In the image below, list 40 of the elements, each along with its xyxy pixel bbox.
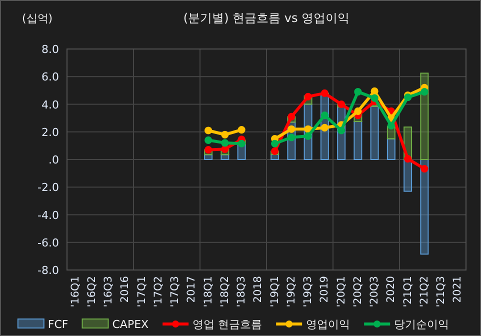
x-tick-label: 2020: [385, 276, 398, 303]
x-tick-label: '17Q3: [169, 276, 182, 308]
y-axis-title: (십억): [22, 12, 53, 25]
legend-label: FCF: [48, 318, 68, 331]
x-tick-label: '21Q2: [418, 276, 430, 308]
x-tick-label: '19Q1: [268, 276, 281, 308]
x-tick-label: '16Q1: [69, 276, 82, 308]
y-tick-label: 6.0: [42, 70, 59, 84]
x-tick-label: '17Q2: [152, 276, 164, 308]
legend-label: 당기순이익: [394, 318, 450, 331]
x-tick-label: 2017: [186, 276, 198, 303]
x-tick-label: '20Q3: [368, 276, 381, 308]
x-tick-label: '17Q1: [136, 276, 148, 308]
x-tick-label: '19Q2: [285, 276, 298, 308]
x-tick-label: 2016: [119, 276, 132, 303]
x-tick-label: '20Q1: [335, 276, 348, 308]
y-tick-label: -4.0: [38, 208, 59, 222]
legend-label: CAPEX: [112, 318, 150, 331]
y-tick-label: 2.0: [42, 126, 59, 139]
x-tick-label: '20Q2: [352, 276, 364, 308]
x-tick-label: '21Q3: [435, 276, 448, 308]
y-tick-label: -6.0: [38, 236, 59, 250]
x-tick-label: '18Q1: [202, 276, 214, 308]
x-tick-label: 2021: [452, 276, 464, 303]
x-tick-label: 2019: [318, 276, 331, 303]
x-tick-label: '16Q2: [86, 276, 98, 308]
x-tick-label: '19Q3: [302, 276, 314, 308]
legend-label: 영업 현금흐름: [192, 318, 262, 331]
y-tick-label: 8.0: [42, 43, 59, 56]
x-tick-label: '18Q2: [218, 276, 231, 308]
y-tick-label: .0: [48, 154, 59, 166]
x-tick-label: 2018: [252, 276, 264, 303]
x-tick-label: '21Q1: [402, 276, 414, 308]
chart-title: (분기별) 현금흐름 vs 영업이익: [183, 11, 350, 25]
y-tick-label: -8.0: [38, 264, 59, 277]
x-tick-label: '16Q3: [102, 276, 115, 308]
y-tick-label: -2.0: [38, 181, 59, 194]
legend-label: 영업이익: [306, 318, 350, 331]
y-tick-label: 4.0: [42, 98, 59, 112]
x-tick-label: '18Q3: [236, 276, 248, 308]
